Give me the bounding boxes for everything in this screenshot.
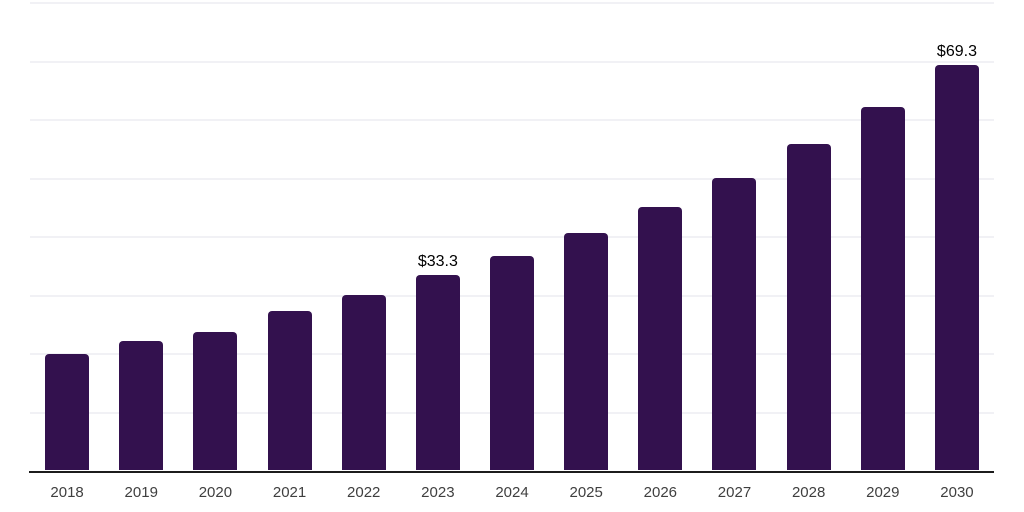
bar-slot-2020	[178, 2, 252, 470]
bar-2025	[564, 233, 609, 470]
value-label-2023: $33.3	[417, 253, 458, 271]
bar-series: $33.3 $69.3	[30, 2, 994, 470]
gridline-60	[30, 119, 994, 121]
bar-2021	[267, 310, 312, 470]
bar-2029	[860, 107, 905, 470]
x-tick-2018: 2018	[50, 484, 84, 501]
gridline-70	[30, 60, 994, 63]
bar-2030	[934, 64, 979, 470]
x-axis-line	[29, 471, 994, 473]
gridline-40	[30, 236, 994, 238]
bar-slot-2021	[252, 2, 326, 470]
x-tick-2028: 2028	[791, 484, 826, 501]
x-tick-2021: 2021	[272, 484, 307, 501]
bar-2026	[638, 206, 683, 470]
x-tick-2020: 2020	[198, 484, 233, 501]
x-tick-2024: 2024	[495, 484, 529, 501]
gridline-80	[30, 2, 994, 4]
value-label-2030: $69.3	[936, 42, 977, 60]
bar-2028	[786, 144, 831, 470]
bar-2019	[119, 341, 164, 470]
x-tick-2026: 2026	[643, 484, 678, 501]
bar-2027	[712, 177, 757, 470]
gridline-50	[30, 177, 994, 180]
bar-2020	[193, 331, 238, 470]
bar-2018	[45, 354, 90, 470]
bar-slot-2022	[327, 2, 401, 470]
x-tick-2029: 2029	[866, 484, 900, 501]
bar-slot-2024	[475, 2, 549, 470]
bar-slot-2019	[104, 2, 178, 470]
x-axis-labels: 2018 2019 2020 2021 2022 2023 2024 2025 2026 2027…	[30, 483, 994, 502]
bar-2022	[341, 294, 386, 470]
bar-slot-2027	[697, 2, 771, 470]
x-tick-2023: 2023	[421, 484, 455, 501]
bar-2024	[490, 255, 535, 470]
bar-2023	[415, 275, 460, 470]
bar-slot-2028	[772, 2, 846, 470]
x-tick-2025: 2025	[569, 484, 603, 501]
bar-slot-2029	[846, 2, 920, 470]
plot-area: $33.3 $69.3	[30, 2, 994, 470]
x-tick-2022: 2022	[347, 484, 381, 501]
bar-slot-2018	[30, 2, 104, 470]
x-tick-2030: 2030	[940, 484, 974, 501]
x-tick-2019: 2019	[124, 484, 158, 501]
bar-slot-2026	[623, 2, 697, 470]
bar-slot-2030: $69.3	[920, 2, 994, 470]
x-tick-2027: 2027	[717, 484, 752, 501]
bar-slot-2023: $33.3	[401, 2, 475, 470]
bar-slot-2025	[549, 2, 623, 470]
